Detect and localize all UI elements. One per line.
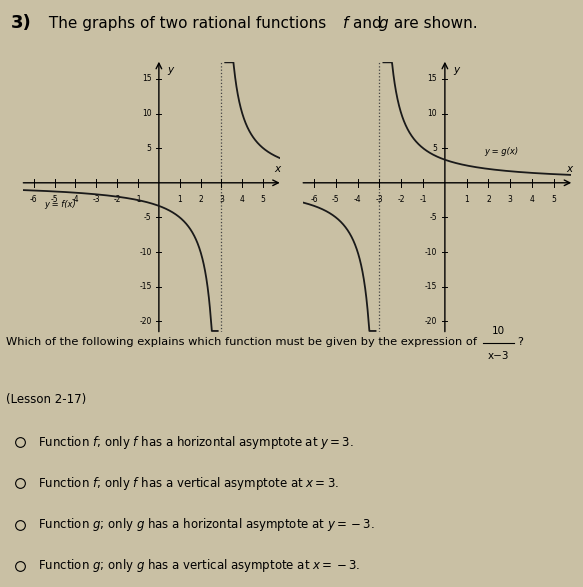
Text: 5: 5 (433, 144, 437, 153)
Text: -1: -1 (419, 195, 427, 204)
Text: -10: -10 (425, 248, 437, 257)
Text: (Lesson 2-17): (Lesson 2-17) (6, 393, 86, 406)
Text: 5: 5 (552, 195, 556, 204)
Text: -3: -3 (375, 195, 383, 204)
Text: The graphs of two rational functions: The graphs of two rational functions (44, 16, 331, 31)
Text: -4: -4 (354, 195, 361, 204)
Text: Function $\it{f}$; only $\it{f}$ has a vertical asymptote at $x = 3$.: Function $\it{f}$; only $\it{f}$ has a v… (38, 475, 339, 492)
Text: -6: -6 (30, 195, 37, 204)
Text: -10: -10 (139, 248, 152, 257)
Text: Function $\it{f}$; only $\it{f}$ has a horizontal asymptote at $y = 3$.: Function $\it{f}$; only $\it{f}$ has a h… (38, 434, 354, 451)
Text: -5: -5 (144, 213, 152, 222)
Text: x: x (275, 164, 281, 174)
Text: 10: 10 (427, 109, 437, 118)
Text: -6: -6 (310, 195, 318, 204)
Text: -2: -2 (398, 195, 405, 204)
Text: g: g (379, 16, 389, 31)
Text: 2: 2 (198, 195, 203, 204)
Text: -20: -20 (139, 317, 152, 326)
Text: y = g(x): y = g(x) (484, 147, 518, 156)
Text: 3: 3 (219, 195, 224, 204)
Text: -5: -5 (430, 213, 437, 222)
Text: ?: ? (517, 336, 523, 347)
Text: x−3: x−3 (488, 351, 509, 361)
Text: are shown.: are shown. (389, 16, 478, 31)
Text: -3: -3 (93, 195, 100, 204)
Text: 1: 1 (464, 195, 469, 204)
Text: -2: -2 (114, 195, 121, 204)
Text: -4: -4 (72, 195, 79, 204)
Text: f: f (343, 16, 348, 31)
Text: 15: 15 (142, 75, 152, 83)
Text: y: y (167, 65, 173, 75)
Text: 10: 10 (142, 109, 152, 118)
Text: Which of the following explains which function must be given by the expression o: Which of the following explains which fu… (6, 336, 480, 347)
Text: 3): 3) (10, 15, 31, 32)
Text: x: x (566, 164, 573, 174)
Text: 4: 4 (530, 195, 535, 204)
Text: -1: -1 (134, 195, 142, 204)
Text: 2: 2 (486, 195, 491, 204)
Text: y = f(x): y = f(x) (44, 200, 76, 210)
Text: 10: 10 (492, 326, 505, 336)
Text: -15: -15 (139, 282, 152, 291)
Text: 5: 5 (261, 195, 266, 204)
Text: 5: 5 (147, 144, 152, 153)
Text: -5: -5 (51, 195, 58, 204)
Text: -5: -5 (332, 195, 340, 204)
Text: 15: 15 (427, 75, 437, 83)
Text: Function $\it{g}$; only $\it{g}$ has a vertical asymptote at $x = -3$.: Function $\it{g}$; only $\it{g}$ has a v… (38, 557, 360, 574)
Text: Function $\it{g}$; only $\it{g}$ has a horizontal asymptote at $y = -3$.: Function $\it{g}$; only $\it{g}$ has a h… (38, 516, 375, 533)
Text: y: y (454, 65, 460, 75)
Text: 4: 4 (240, 195, 245, 204)
Text: and: and (353, 16, 387, 31)
Text: -15: -15 (425, 282, 437, 291)
Text: 3: 3 (508, 195, 512, 204)
Text: 1: 1 (177, 195, 182, 204)
Text: -20: -20 (425, 317, 437, 326)
